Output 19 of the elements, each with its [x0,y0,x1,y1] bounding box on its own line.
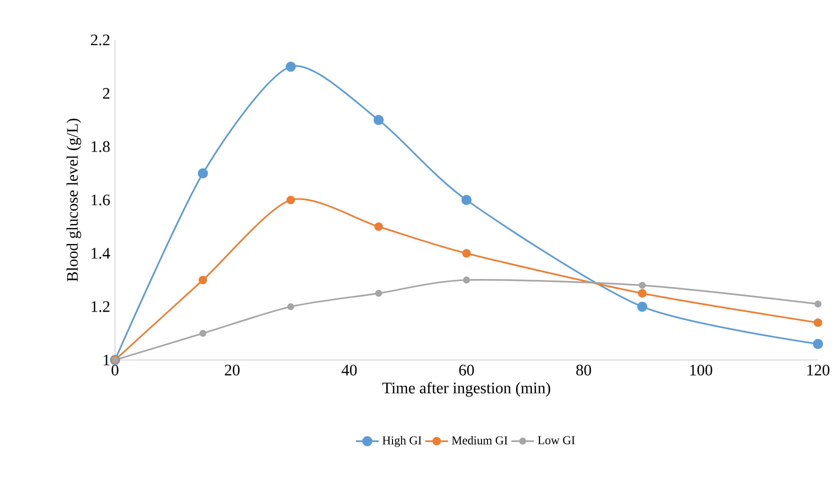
y-tick-label: 1.2 [92,301,110,312]
x-tick-label: 80 [576,364,592,376]
x-axis-title: Time after ingestion (min) [382,382,550,397]
legend-label: Low GI [538,436,575,444]
y-tick-label: 1.4 [92,248,110,259]
y-tick-label: 1 [104,354,110,366]
y-tick-label: 1.6 [92,194,110,206]
x-tick-label: 0 [112,364,118,376]
y-tick-label: 2 [103,88,110,99]
x-tick-label: 100 [690,364,712,376]
x-tick-label: 60 [459,364,474,376]
legend-label: High GI [382,436,422,447]
x-tick-label: 20 [224,364,240,376]
y-axis-title: Blood glucose level (g/L) [66,118,82,282]
x-tick-label: 40 [342,364,357,376]
y-tick-label: 1.8 [92,141,110,152]
legend-label: Medium GI [452,436,508,444]
x-tick-label: 120 [807,364,830,376]
y-tick-label: 2.2 [91,34,110,46]
